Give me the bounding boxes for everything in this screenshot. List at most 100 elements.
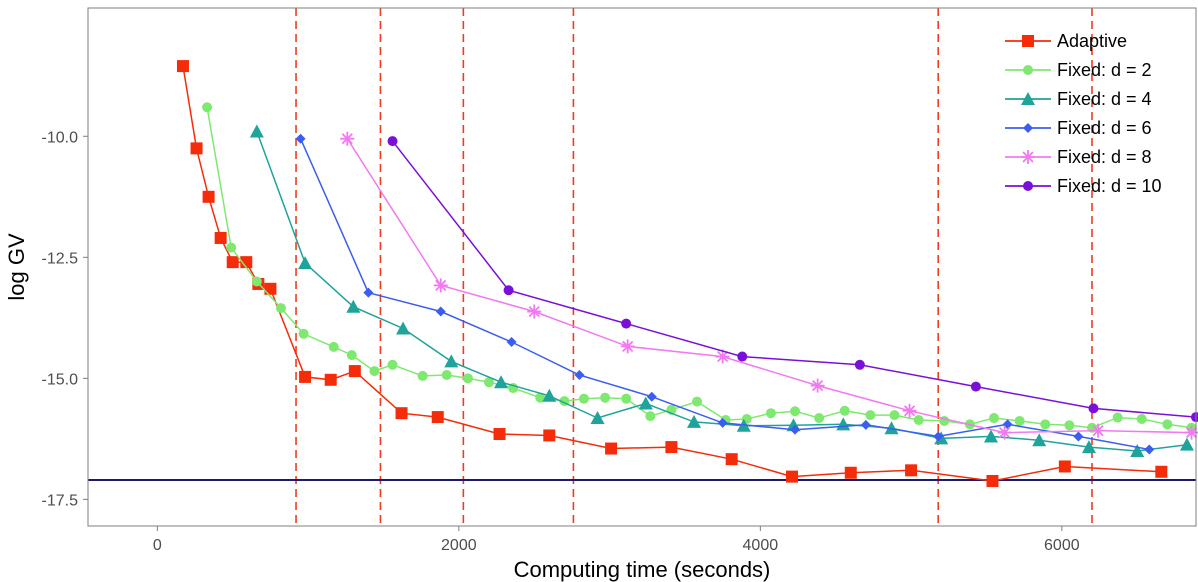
data-point	[983, 429, 998, 443]
series-0	[176, 60, 1168, 487]
data-point	[1179, 437, 1194, 451]
data-point	[1081, 440, 1096, 454]
data-point	[692, 396, 703, 407]
data-point	[275, 303, 286, 314]
data-point	[431, 411, 444, 424]
data-point	[387, 136, 398, 147]
data-point	[462, 373, 473, 384]
data-point	[1058, 460, 1071, 473]
legend-marker	[1023, 123, 1033, 133]
data-point	[889, 410, 900, 421]
data-point	[1088, 403, 1099, 414]
data-point	[264, 282, 277, 295]
data-point	[1162, 419, 1173, 430]
x-tick-label: 6000	[1044, 537, 1080, 554]
data-point	[433, 278, 448, 293]
data-point	[298, 328, 309, 339]
legend-marker	[1021, 92, 1035, 105]
data-point	[363, 287, 374, 298]
data-point	[542, 388, 557, 402]
data-point	[574, 369, 585, 380]
data-point	[249, 124, 264, 138]
data-point	[1032, 433, 1047, 447]
data-point	[214, 231, 227, 244]
data-point	[645, 411, 656, 422]
data-point	[328, 341, 339, 352]
data-point	[717, 417, 728, 428]
data-point	[369, 366, 380, 377]
legend-marker	[1022, 35, 1034, 47]
data-point	[527, 304, 542, 319]
data-point	[785, 470, 798, 483]
data-point	[444, 354, 459, 368]
legend-label: Fixed: d = 6	[1057, 118, 1152, 138]
data-point	[913, 414, 924, 425]
legend-marker	[1021, 150, 1035, 164]
axes-layer: 0 2000 4000 6000 -10.0 -12.5 -15.0 -17.5	[42, 129, 1080, 554]
data-point	[240, 256, 253, 269]
data-point	[839, 405, 850, 416]
data-point	[905, 464, 918, 477]
data-point	[844, 466, 857, 479]
data-point	[226, 242, 237, 253]
legend-label: Fixed: d = 4	[1057, 89, 1152, 109]
y-tick-label: -17.5	[42, 492, 79, 509]
data-point	[483, 377, 494, 388]
legend: Adaptive Fixed: d = 2 Fixed: d = 4 Fixed: d…	[1005, 31, 1162, 196]
data-point	[605, 442, 618, 455]
data-point	[1112, 412, 1123, 423]
data-point	[493, 428, 506, 441]
data-point	[1155, 465, 1168, 478]
y-tick-label: -12.5	[42, 250, 79, 267]
legend-item: Fixed: d = 8	[1005, 147, 1152, 167]
data-point	[387, 359, 398, 370]
legend-label: Fixed: d = 2	[1057, 60, 1152, 80]
data-point	[970, 381, 981, 392]
data-point	[1184, 425, 1198, 440]
data-point	[176, 60, 189, 73]
data-point	[687, 414, 702, 428]
legend-marker	[1023, 65, 1033, 75]
series-4	[340, 131, 1198, 440]
data-point	[578, 393, 589, 404]
data-point	[665, 441, 678, 454]
series-line	[346, 138, 1192, 434]
series-1	[202, 102, 1197, 433]
data-point	[997, 425, 1012, 440]
data-point	[1130, 443, 1145, 457]
data-point	[986, 474, 999, 487]
x-tick-label: 4000	[743, 537, 779, 554]
data-point	[860, 419, 871, 430]
data-point	[1014, 415, 1025, 426]
data-point	[503, 285, 514, 296]
legend-item: Fixed: d = 10	[1005, 176, 1162, 196]
series-line	[391, 140, 1197, 418]
data-point	[1073, 431, 1084, 442]
data-point	[1091, 423, 1106, 438]
data-point	[638, 396, 653, 410]
legend-label: Fixed: d = 8	[1057, 147, 1152, 167]
data-point	[621, 393, 632, 404]
data-point	[226, 256, 239, 269]
legend-marker	[1023, 181, 1033, 191]
data-point	[202, 190, 215, 203]
data-point	[494, 375, 509, 389]
plot-border	[87, 7, 1197, 527]
data-point	[435, 306, 446, 317]
legend-item: Fixed: d = 6	[1005, 118, 1152, 138]
data-point	[298, 256, 313, 270]
data-point	[854, 359, 865, 370]
data-point	[346, 350, 357, 361]
data-point	[814, 413, 825, 424]
data-point	[810, 378, 825, 393]
data-point	[346, 299, 361, 313]
data-point	[1144, 444, 1155, 455]
data-point	[790, 424, 801, 435]
y-tick-label: -10.0	[42, 129, 79, 146]
legend-item: Adaptive	[1005, 31, 1127, 51]
data-point	[1136, 414, 1147, 425]
data-point	[933, 431, 944, 442]
x-axis-title: Computing time (seconds)	[514, 557, 771, 582]
data-point	[190, 142, 203, 155]
